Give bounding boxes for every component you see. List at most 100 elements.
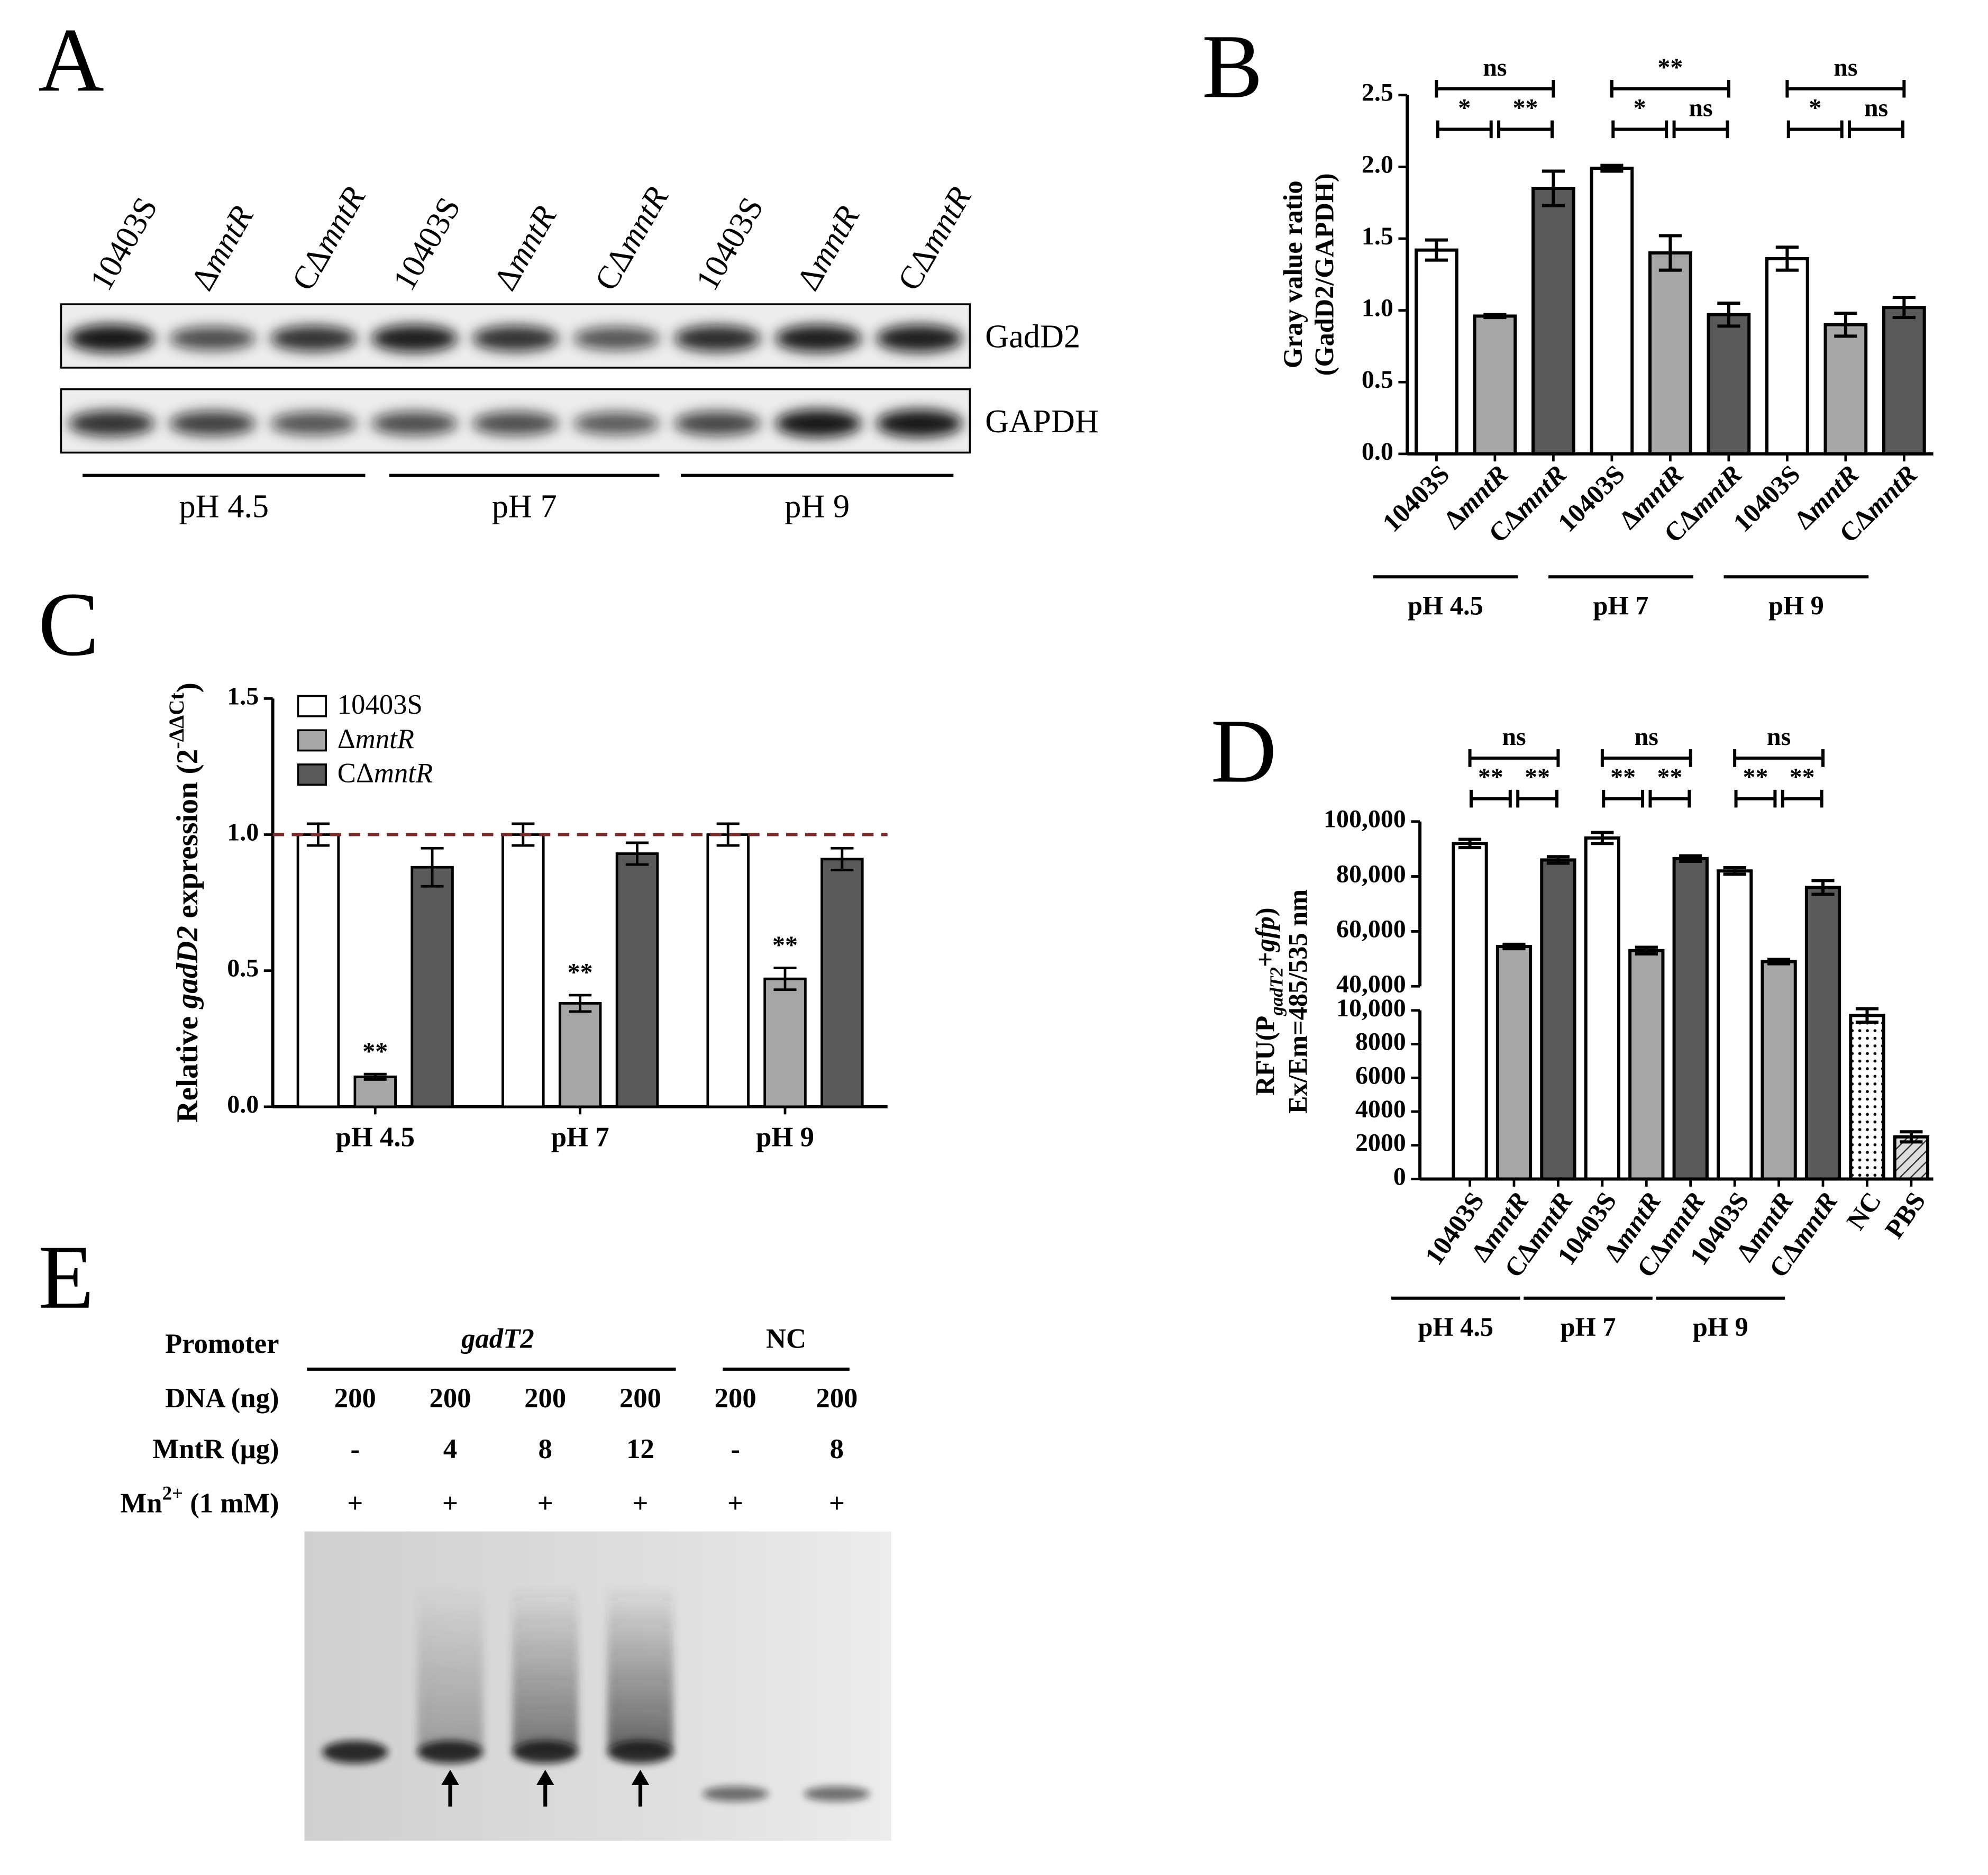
label-part: gfp [1250,916,1280,952]
bar [1473,314,1517,456]
significance-label: ** [1610,763,1636,791]
gel-band [702,1786,769,1802]
y-tick-label: 1.5 [227,682,259,710]
label-part: Relative [171,1009,204,1123]
y-axis-label: Mn2+ (1 mM) [121,1482,279,1519]
error-bar [1458,838,1482,850]
legend-swatch [297,763,327,786]
error-bar [1425,238,1448,262]
panel-letter: B [1202,16,1263,117]
blot-band [270,412,357,435]
blot-band [169,411,256,436]
blot-band [876,409,963,438]
y-tick-label: 2.5 [1362,79,1393,107]
significance-label: ** [568,959,593,987]
blot-band [573,412,660,435]
y-tick-label: 80,000 [1336,860,1406,888]
cell: 200 [429,1383,471,1414]
bar [763,977,807,1108]
label-part: Mn [121,1488,162,1519]
y-axis-label: (GadD2/GAPDH) [1310,173,1339,376]
error-bar [1723,866,1746,876]
error-bar [1542,169,1565,207]
bar [1849,1014,1885,1181]
arrow-head [631,1770,650,1785]
error-bar [1600,163,1624,173]
significance-label: ** [362,1037,388,1066]
gel [304,1531,891,1841]
cell: 200 [524,1383,566,1414]
bar [1765,257,1809,456]
label-part: + [1250,952,1280,967]
legend-label: CΔmntR [338,758,433,789]
arrow-head [441,1770,459,1785]
label-part: -ΔΔCt [165,693,188,749]
blot-band [674,411,761,436]
legend-swatch [297,729,327,752]
gel-smear [512,1585,579,1750]
group-label: pH 9 [1768,591,1824,621]
cell: 12 [626,1434,654,1464]
error-bar [1767,958,1791,966]
y-tick-label: 60,000 [1336,915,1406,943]
y-tick-label: 2.0 [1362,150,1393,178]
blot-band [573,326,660,350]
error-bar [1502,942,1526,951]
significance-label: ** [1790,763,1815,791]
blot-row-label: GAPDH [985,403,1099,440]
error-bar [1811,879,1835,896]
bar [1717,869,1753,1181]
blot-row-label: GadD2 [985,318,1080,354]
x-tick-label: pH 4.5 [336,1122,415,1152]
error-bar [1546,855,1570,865]
gel-smear [417,1585,484,1750]
legend-label: ΔmntR [338,724,414,754]
error-bar [1679,854,1702,863]
cell: 8 [830,1434,844,1464]
error-bar [1775,245,1799,272]
error-bar [363,1072,387,1081]
bar [1761,960,1797,1181]
significance-label: * [1458,94,1471,122]
significance-label: ns [1689,94,1712,122]
error-bar [1892,296,1916,320]
y-tick-label: 6000 [1355,1061,1406,1089]
blot-band [472,411,559,435]
panel-letter: C [38,574,99,675]
blot-band [371,411,458,435]
significance-label: ns [1834,53,1857,81]
cell: 200 [715,1383,756,1414]
x-tick-label: pH 9 [756,1122,814,1152]
y-tick-label: 1.0 [1362,294,1393,322]
bar [1823,323,1868,456]
row-label: Promoter [165,1328,279,1359]
promoter-label: NC [766,1323,806,1354]
bar [1590,167,1634,456]
group-label: pH 7 [492,488,557,525]
error-bar [1635,945,1658,955]
cell: + [727,1488,743,1519]
y-tick-label: 4000 [1355,1095,1406,1123]
row-label: MntR (μg) [152,1434,279,1464]
significance-label: * [1634,94,1646,122]
significance-label: ns [1767,723,1791,751]
significance-label: ** [772,931,798,959]
gel-band [322,1741,388,1764]
label-part: RFU(P [1250,1016,1280,1096]
group-label: pH 9 [1693,1312,1748,1342]
bar [1540,858,1576,1181]
blot-band [775,324,862,352]
y-tick-label: 1.0 [227,818,259,847]
panel-letter: E [38,1227,94,1328]
gel-band [512,1741,579,1764]
error-bar [421,847,444,888]
group-label: pH 9 [785,488,850,525]
gel-band [417,1741,484,1764]
y-tick-label: 10,000 [1336,994,1406,1022]
y-tick-label: 0.5 [1362,366,1393,394]
label-part: expression (2 [171,749,204,926]
bar [615,852,659,1108]
label-part: (1 mM) [183,1488,279,1519]
